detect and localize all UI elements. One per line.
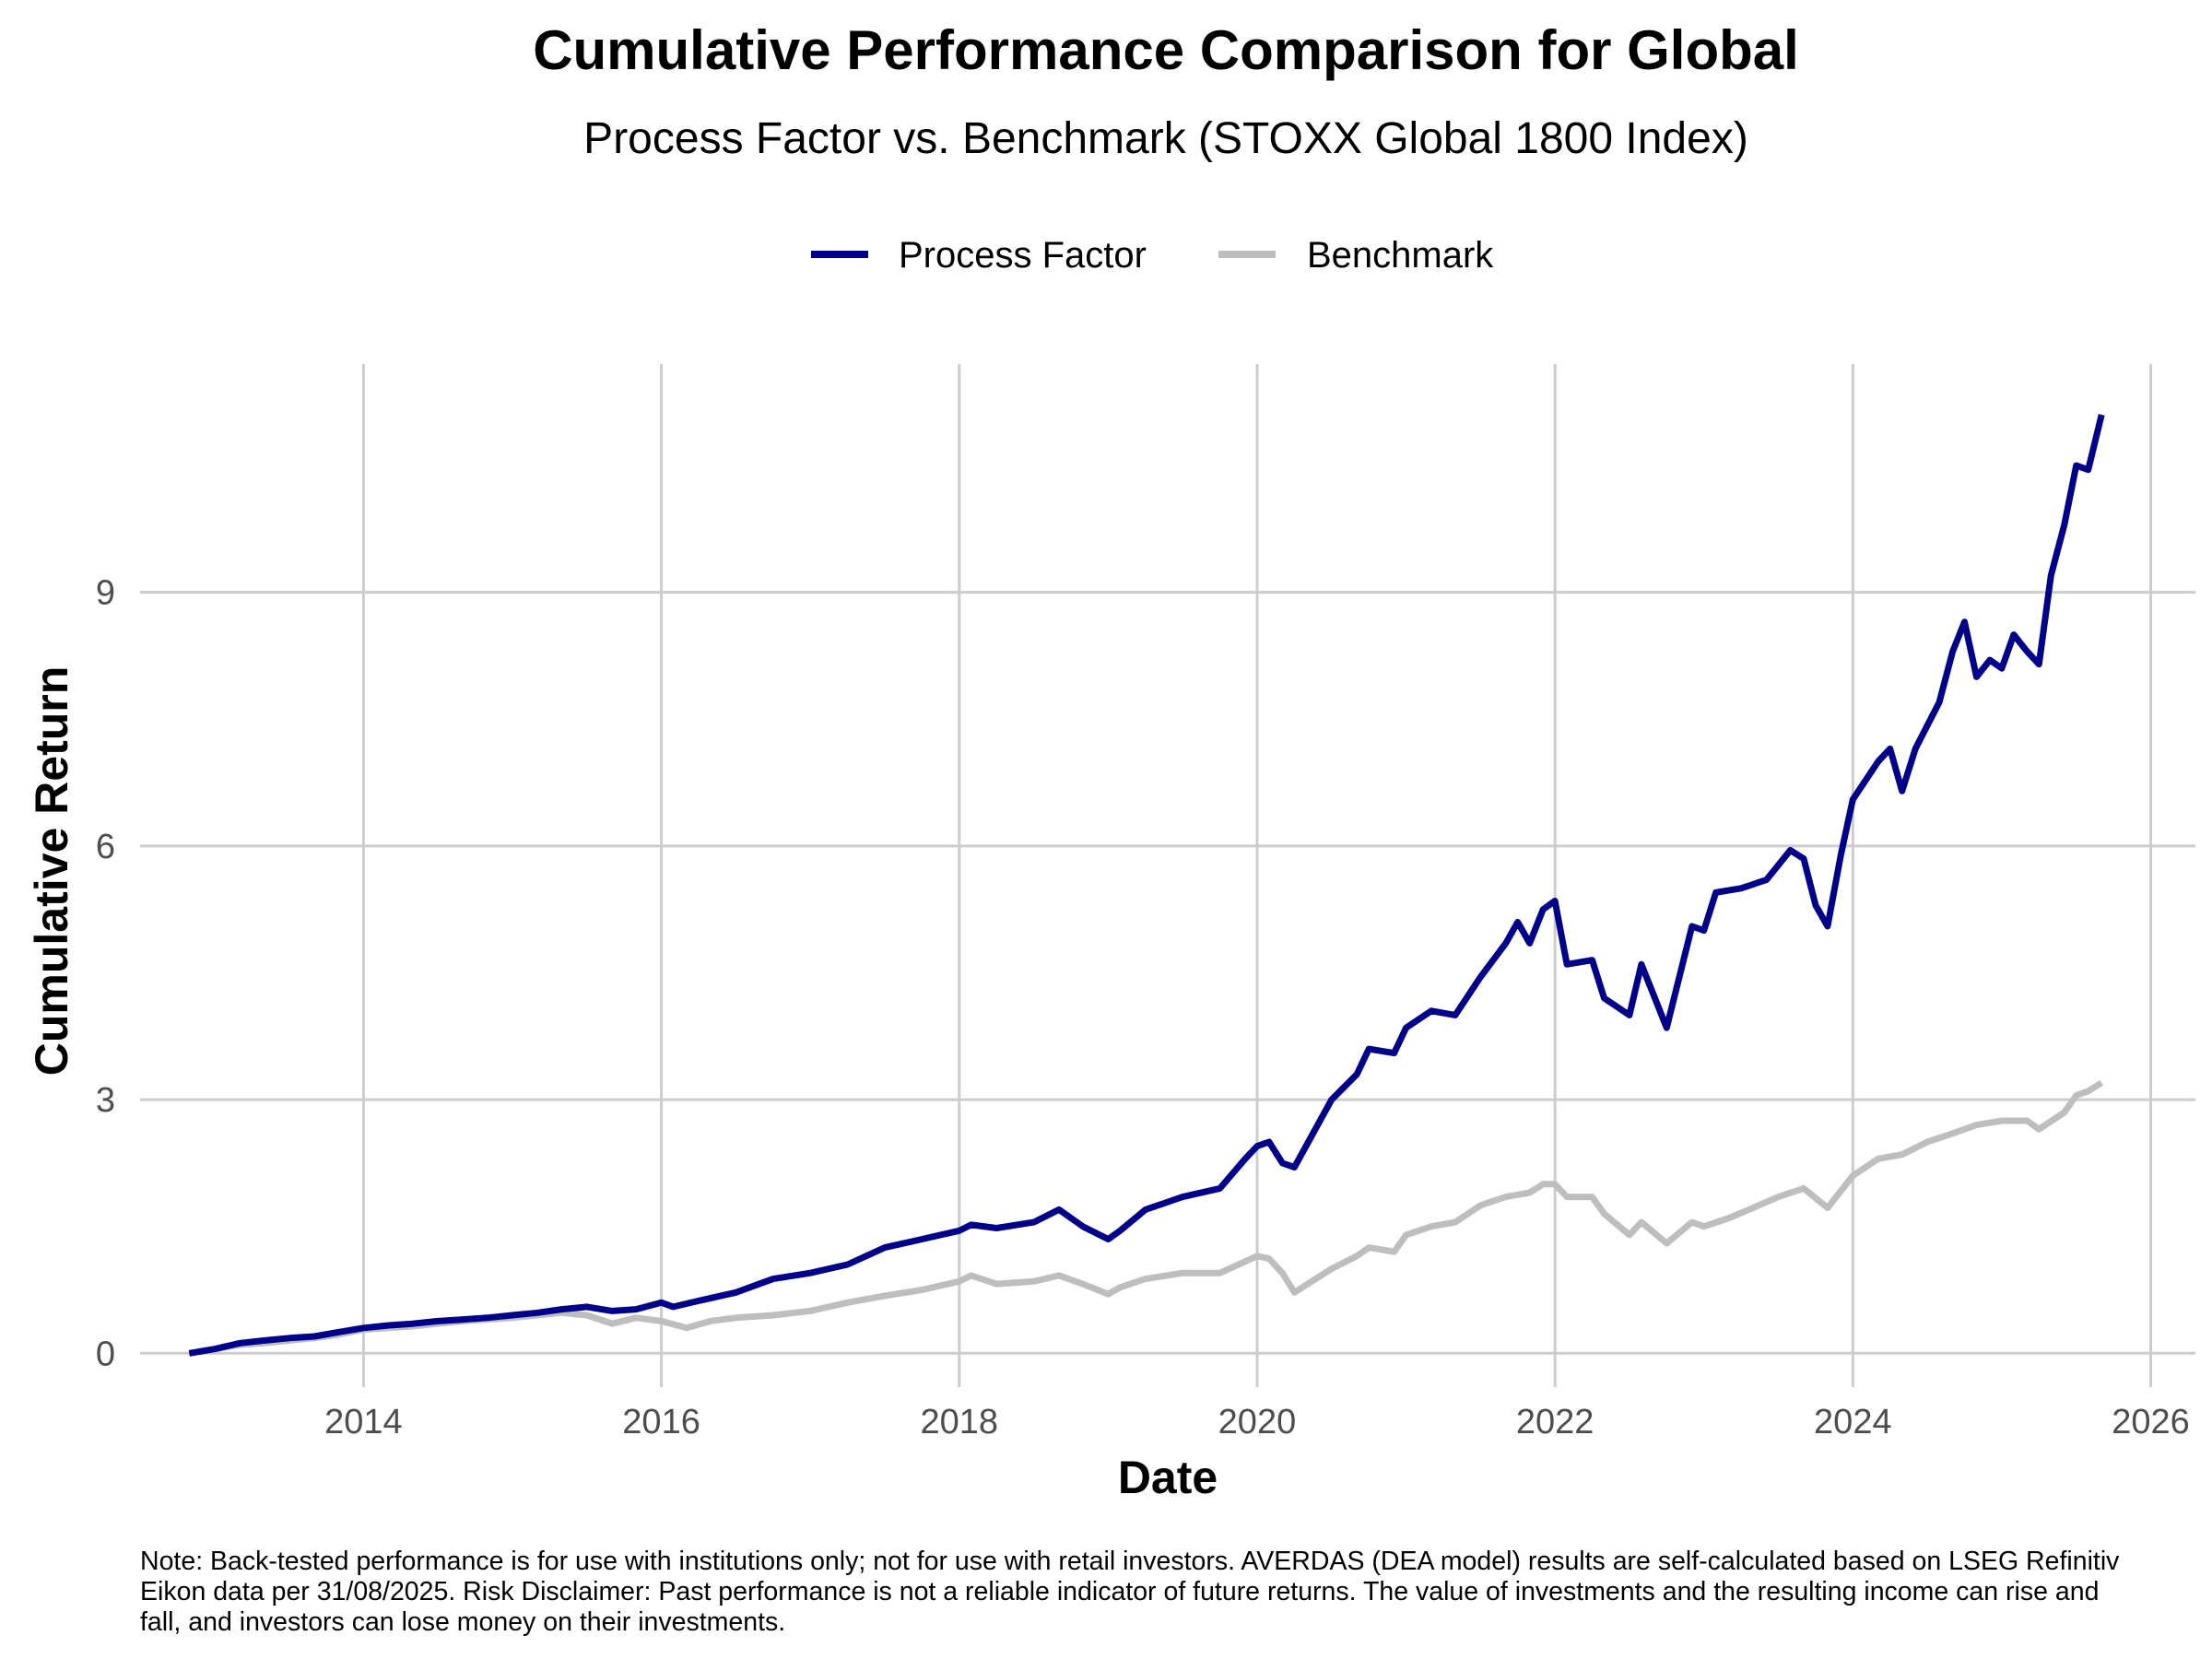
x-axis-title: Date xyxy=(1118,1452,1218,1503)
y-tick-label-6: 6 xyxy=(96,828,115,866)
y-tick-label-3: 3 xyxy=(96,1081,115,1120)
legend: Process Factor Benchmark xyxy=(811,235,1494,276)
chart-title: Cumulative Performance Comparison for Gl… xyxy=(533,19,1799,81)
y-axis-title: Cumulative Return xyxy=(26,666,77,1077)
series-lines xyxy=(188,414,2105,1357)
x-tick-label-2026: 2026 xyxy=(2112,1403,2190,1441)
y-tick-label-9: 9 xyxy=(96,574,115,613)
series-line-benchmark xyxy=(188,1079,2104,1357)
grid xyxy=(140,364,2195,1387)
y-tick-label-0: 0 xyxy=(96,1335,115,1373)
disclaimer-note: Note: Back-tested performance is for use… xyxy=(140,1547,2120,1637)
x-tick-label-2016: 2016 xyxy=(622,1403,700,1441)
x-tick-label-2024: 2024 xyxy=(1814,1403,1892,1441)
chart-subtitle: Process Factor vs. Benchmark (STOXX Glob… xyxy=(583,114,1748,163)
x-tick-label-2014: 2014 xyxy=(324,1403,403,1441)
legend-label-benchmark: Benchmark xyxy=(1307,235,1494,276)
x-axis-ticks: 2014 2016 2018 2020 2022 2024 2026 xyxy=(324,1403,2190,1441)
y-axis-ticks: 0 3 6 9 xyxy=(96,574,115,1374)
x-tick-label-2018: 2018 xyxy=(920,1403,998,1441)
x-tick-label-2020: 2020 xyxy=(1218,1403,1297,1441)
series-line-process-factor xyxy=(188,414,2105,1357)
legend-label-process-factor: Process Factor xyxy=(899,235,1147,276)
x-tick-label-2022: 2022 xyxy=(1516,1403,1594,1441)
